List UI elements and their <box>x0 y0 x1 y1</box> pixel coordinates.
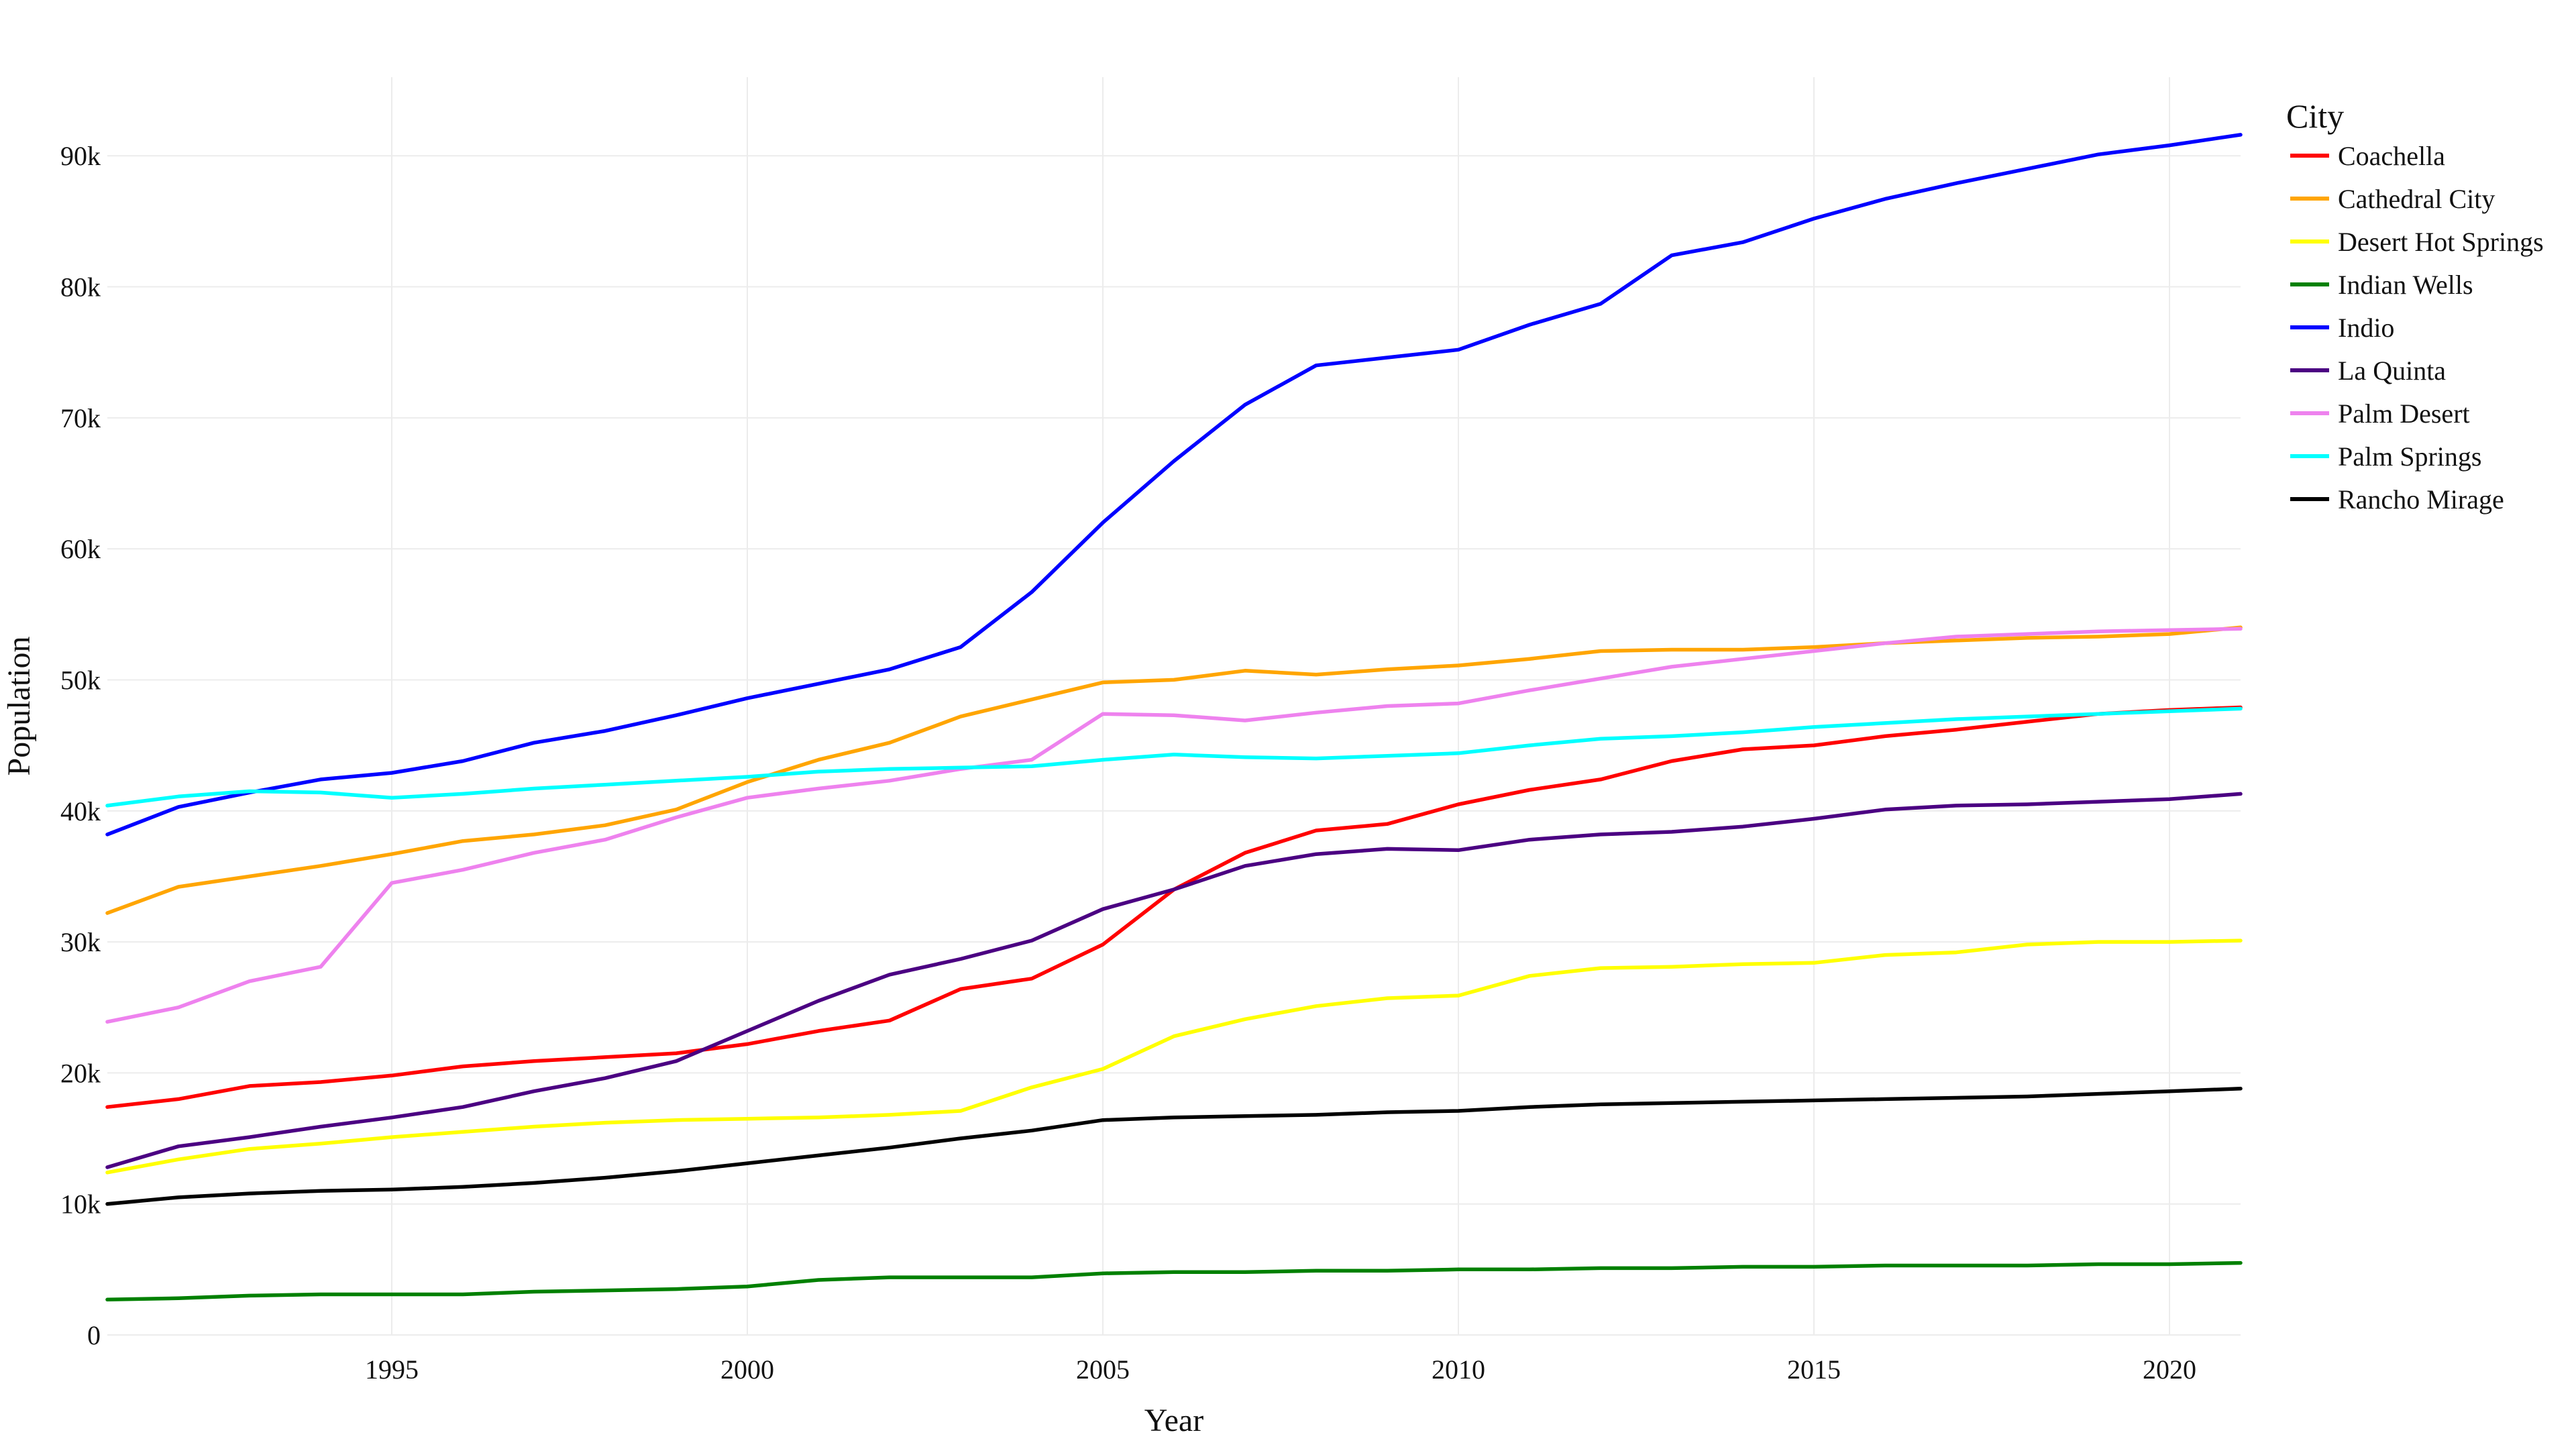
gridlines <box>107 77 2241 1336</box>
x-tick-label: 2005 <box>1076 1354 1130 1385</box>
x-axis-title: Year <box>1144 1403 1203 1438</box>
x-tick-label: 1995 <box>365 1354 419 1385</box>
series-line-palm-desert <box>105 627 2243 1024</box>
legend-label: Indian Wells <box>2338 270 2473 300</box>
y-tick-label: 90k <box>60 141 101 171</box>
y-tick-label: 0 <box>87 1320 101 1350</box>
legend-label: Palm Desert <box>2338 398 2470 429</box>
legend-item: Cathedral City <box>2290 184 2495 214</box>
series-lines <box>105 133 2243 1302</box>
legend-item: Desert Hot Springs <box>2290 227 2544 257</box>
series-line-palm-springs <box>105 706 2243 808</box>
legend-label: Rancho Mirage <box>2338 484 2504 515</box>
legend-label: Desert Hot Springs <box>2338 227 2544 257</box>
y-axis-title: Population <box>1 636 37 775</box>
series-line-indio <box>105 133 2243 837</box>
y-tick-label: 60k <box>60 534 101 564</box>
legend-item: Palm Desert <box>2290 398 2470 429</box>
y-tick-label: 20k <box>60 1058 101 1088</box>
legend-label: Indio <box>2338 313 2394 343</box>
x-tick-label: 2010 <box>1432 1354 1485 1385</box>
series-line-desert-hot-springs <box>105 938 2243 1175</box>
series-line-rancho-mirage <box>105 1087 2243 1206</box>
y-tick-label: 80k <box>60 272 101 303</box>
series-line-cathedral-city <box>105 625 2243 915</box>
x-tick-label: 2000 <box>720 1354 774 1385</box>
y-tick-label: 30k <box>60 927 101 957</box>
y-tick-label: 10k <box>60 1189 101 1220</box>
legend-label: Cathedral City <box>2338 184 2495 214</box>
tick-labels: 0 10k 20k 30k 40k 50k 60k 70k 80k 90k 1995 2000 2005… <box>60 141 2196 1385</box>
legend-item: Indio <box>2290 313 2394 343</box>
x-tick-label: 2020 <box>2143 1354 2196 1385</box>
legend: City Coachella Cathedral City Desert Hot S… <box>2286 97 2544 515</box>
series-line-indian-wells <box>105 1260 2243 1302</box>
legend-item: Coachella <box>2290 141 2445 171</box>
y-tick-label: 40k <box>60 796 101 826</box>
x-tick-label: 2015 <box>1787 1354 1841 1385</box>
legend-item: Palm Springs <box>2290 441 2481 472</box>
y-tick-label: 50k <box>60 665 101 695</box>
y-tick-label: 70k <box>60 403 101 433</box>
legend-label: La Quinta <box>2338 356 2446 386</box>
legend-item: Indian Wells <box>2290 270 2473 300</box>
legend-item: La Quinta <box>2290 356 2446 386</box>
legend-label: Coachella <box>2338 141 2445 171</box>
legend-label: Palm Springs <box>2338 441 2481 472</box>
legend-item: Rancho Mirage <box>2290 484 2504 515</box>
legend-title: City <box>2286 97 2344 135</box>
series-line-la-quinta <box>105 792 2243 1169</box>
